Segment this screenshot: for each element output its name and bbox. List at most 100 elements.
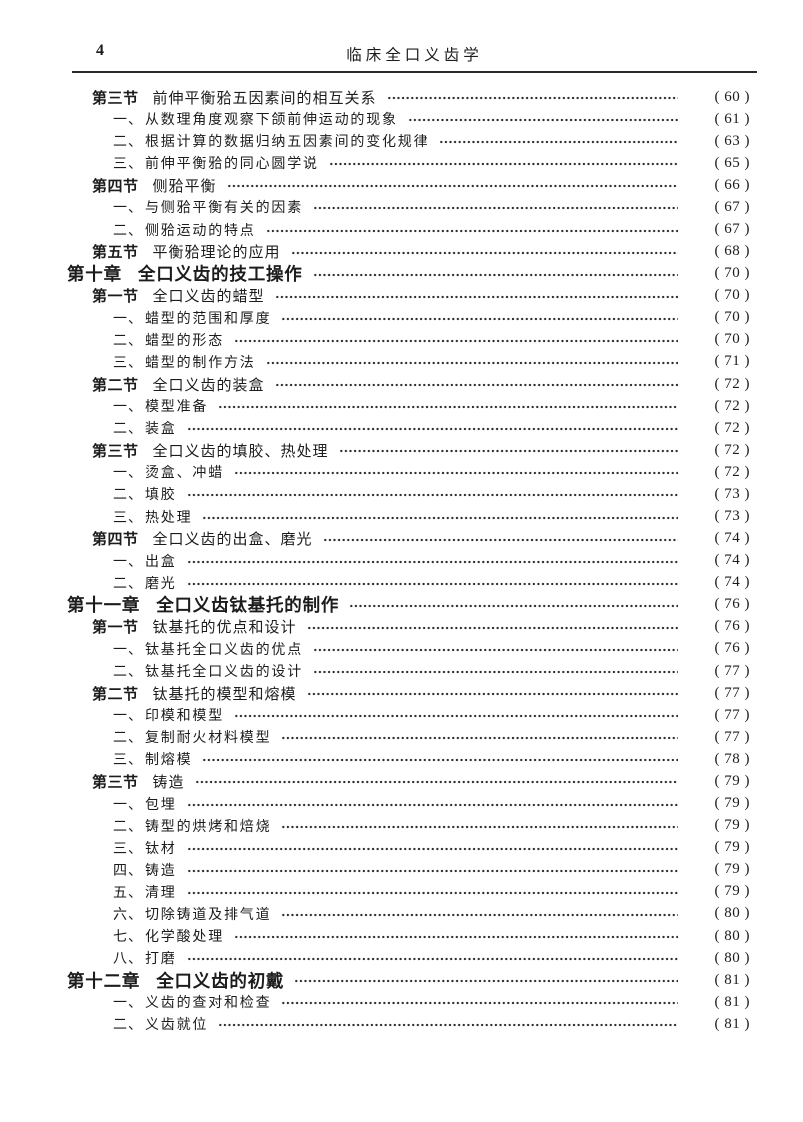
- entry-label: 二、: [113, 576, 143, 592]
- toc-entry: 二、 复制耐火材料模型 ( 77 ): [67, 726, 750, 748]
- entry-label: 三、: [113, 355, 143, 371]
- dotted-leader: [281, 731, 678, 746]
- entry-title: 与侧𬌗平衡有关的因素: [145, 201, 303, 217]
- entry-label: 二、: [113, 422, 143, 438]
- entry-title: 全口义齿的出盒、磨光: [152, 532, 313, 549]
- entry-label: 一、: [113, 709, 143, 725]
- entry-label: 第五节: [92, 245, 139, 262]
- entry-title: 钛基托的模型和熔模: [152, 686, 297, 703]
- entry-title: 铸造: [152, 774, 185, 791]
- entry-title: 从数理角度观察下颌前伸运动的现象: [145, 113, 398, 129]
- entry-label: 第二节: [92, 686, 139, 703]
- entry-page-number: ( 70 ): [714, 287, 750, 304]
- entry-title: 蜡型的形态: [145, 333, 224, 349]
- toc-entry: 五、 清理 ( 79 ): [67, 881, 750, 903]
- entry-label: 一、: [113, 201, 143, 217]
- entry-title: 磨光: [145, 576, 177, 592]
- entry-page-number: ( 74 ): [714, 552, 750, 569]
- dotted-leader: [407, 113, 678, 128]
- entry-label: 六、: [113, 907, 143, 923]
- entry-page-number: ( 65 ): [714, 154, 750, 171]
- entry-page-number: ( 68 ): [714, 243, 750, 260]
- dotted-leader: [274, 289, 678, 304]
- dotted-leader: [234, 709, 678, 724]
- entry-label: 二、: [113, 135, 143, 151]
- entry-page-number: ( 70 ): [714, 331, 750, 348]
- entry-page-number: ( 73 ): [714, 508, 750, 525]
- entry-title: 模型准备: [145, 400, 209, 416]
- toc-entry: 二、 填胶 ( 73 ): [67, 483, 750, 505]
- entry-title: 侧𬌗运动的特点: [145, 223, 256, 239]
- entry-page-number: ( 79 ): [714, 839, 750, 856]
- dotted-leader: [439, 135, 678, 150]
- dotted-leader: [218, 1018, 678, 1033]
- entry-label: 第十一章: [67, 595, 141, 616]
- toc-entry: 七、 化学酸处理 ( 80 ): [67, 925, 750, 947]
- entry-label: 二、: [113, 333, 143, 349]
- toc-entry: 二、 蜡型的形态 ( 70 ): [67, 329, 750, 351]
- entry-page-number: ( 74 ): [714, 574, 750, 591]
- toc-entry: 第十章 全口义齿的技工操作 ( 70 ): [67, 263, 750, 285]
- toc-entry: 二、 铸型的烘烤和焙烧 ( 79 ): [67, 815, 750, 837]
- entry-page-number: ( 71 ): [714, 353, 750, 370]
- dotted-leader: [290, 245, 678, 260]
- entry-page-number: ( 79 ): [714, 883, 750, 900]
- toc-entry: 第十一章 全口义齿钛基托的制作 ( 76 ): [67, 594, 750, 616]
- entry-page-number: ( 61 ): [714, 110, 750, 127]
- entry-page-number: ( 77 ): [714, 662, 750, 679]
- entry-label: 三、: [113, 841, 143, 857]
- entry-title: 义齿的查对和检查: [145, 996, 272, 1012]
- dotted-leader: [322, 532, 678, 547]
- entry-label: 一、: [113, 797, 143, 813]
- entry-title: 全口义齿的填胶、热处理: [152, 443, 329, 460]
- dotted-leader: [186, 841, 678, 856]
- header-divider: [72, 71, 757, 73]
- entry-title: 热处理: [145, 510, 193, 526]
- entry-page-number: ( 78 ): [714, 750, 750, 767]
- toc-entry: 第十二章 全口义齿的初戴 ( 81 ): [67, 969, 750, 991]
- entry-title: 化学酸处理: [145, 930, 224, 945]
- toc-entry: 第五节 平衡𬌗理论的应用 ( 68 ): [67, 241, 750, 263]
- dotted-leader: [234, 333, 678, 348]
- dotted-leader: [281, 907, 678, 922]
- toc-entry: 一、 包埋 ( 79 ): [67, 793, 750, 815]
- dotted-leader: [186, 488, 678, 503]
- dotted-leader: [306, 687, 678, 702]
- entry-page-number: ( 67 ): [714, 198, 750, 215]
- entry-title: 侧𬌗平衡: [152, 178, 217, 195]
- dotted-leader: [186, 576, 678, 591]
- running-head-title: 临床全口义齿学: [346, 47, 483, 64]
- entry-page-number: ( 81 ): [714, 1015, 750, 1032]
- entry-page-number: ( 79 ): [714, 861, 750, 878]
- entry-page-number: ( 67 ): [714, 221, 750, 237]
- toc-entry: 一、 出盒 ( 74 ): [67, 550, 750, 572]
- entry-label: 第一节: [92, 620, 139, 637]
- page-number: 4: [96, 42, 104, 59]
- entry-title: 前伸平衡𬌗五因素间的相互关系: [152, 90, 377, 107]
- entry-page-number: ( 72 ): [714, 441, 750, 458]
- toc-entry: 第二节 钛基托的模型和熔模 ( 77 ): [67, 682, 750, 704]
- entry-label: 一、: [113, 311, 143, 327]
- entry-label: 第十章: [67, 264, 122, 285]
- entry-page-number: ( 72 ): [714, 463, 750, 480]
- entry-title: 装盒: [145, 422, 177, 438]
- dotted-leader: [328, 157, 678, 172]
- entry-label: 第十二章: [67, 970, 141, 991]
- toc-entry: 一、 印模和模型 ( 77 ): [67, 704, 750, 726]
- entry-page-number: ( 80 ): [714, 927, 750, 944]
- entry-page-number: ( 73 ): [714, 485, 750, 502]
- entry-page-number: ( 77 ): [714, 706, 750, 723]
- dotted-leader: [186, 797, 678, 812]
- entry-label: 二、: [113, 1018, 143, 1034]
- entry-title: 全口义齿的装盒: [152, 377, 265, 394]
- toc-entry: 三、 前伸平衡𬌗的同心圆学说 ( 65 ): [67, 152, 750, 174]
- entry-page-number: ( 76 ): [714, 640, 750, 657]
- entry-label: 一、: [113, 400, 143, 416]
- entry-title: 钛基托的优点和设计: [152, 620, 297, 637]
- toc-entry: 第三节 铸造 ( 79 ): [67, 770, 750, 792]
- dotted-leader: [312, 267, 678, 282]
- entry-title: 出盒: [145, 554, 177, 570]
- dotted-leader: [294, 974, 678, 989]
- entry-title: 制熔模: [145, 753, 193, 769]
- dotted-leader: [226, 179, 678, 194]
